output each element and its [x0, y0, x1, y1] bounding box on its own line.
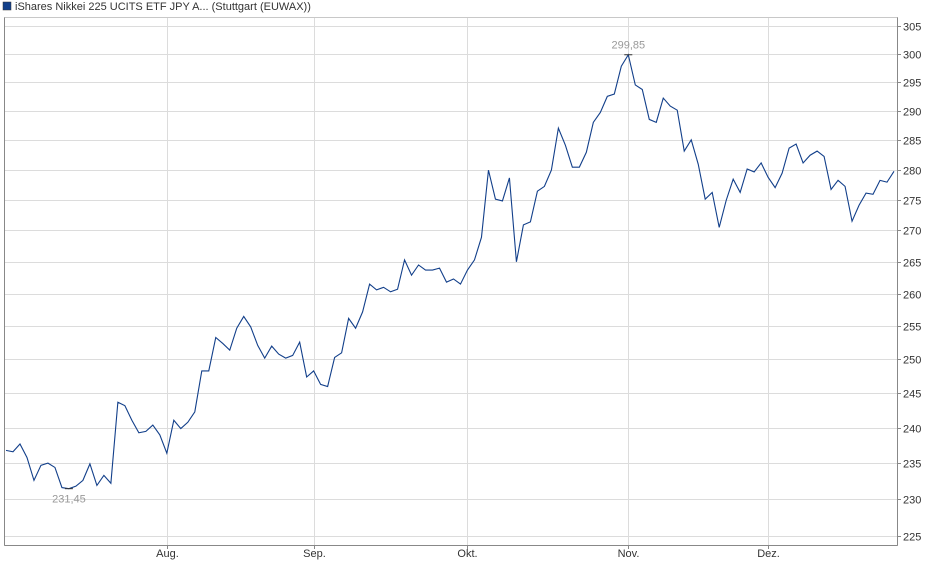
value-label: 231,45	[52, 494, 86, 506]
y-tick-label: 295	[903, 77, 921, 89]
legend-label: iShares Nikkei 225 UCITS ETF JPY A... (S…	[15, 1, 311, 13]
y-tick-label: 285	[903, 135, 921, 147]
x-tick-label: Nov.	[618, 548, 640, 560]
y-tick-label: 255	[903, 321, 921, 333]
x-tick-label: Aug.	[156, 548, 179, 560]
value-label: 299,85	[611, 40, 645, 52]
x-tick-label: Okt.	[457, 548, 477, 560]
y-tick-label: 260	[903, 289, 921, 301]
y-tick-label: 275	[903, 195, 921, 207]
legend-swatch	[2, 1, 12, 11]
y-tick-label: 300	[903, 49, 921, 61]
y-tick-label: 230	[903, 494, 921, 506]
plot-frame	[4, 17, 898, 546]
y-tick-label: 245	[903, 388, 921, 400]
y-tick-label: 240	[903, 423, 921, 435]
y-tick-label: 270	[903, 225, 921, 237]
y-tick-label: 280	[903, 165, 921, 177]
y-tick-label: 250	[903, 354, 921, 366]
y-tick-label: 235	[903, 458, 921, 470]
y-tick-label: 225	[903, 531, 921, 543]
y-tick-label: 265	[903, 257, 921, 269]
y-tick-label: 290	[903, 106, 921, 118]
y-tick-label: 305	[903, 21, 921, 33]
x-tick-label: Sep.	[303, 548, 326, 560]
x-tick-label: Dez.	[757, 548, 780, 560]
price-line	[5, 53, 895, 490]
